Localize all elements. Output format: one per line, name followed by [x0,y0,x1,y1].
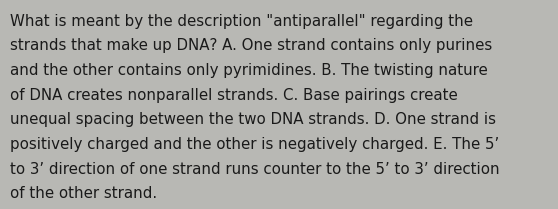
Text: and the other contains only pyrimidines. B. The twisting nature: and the other contains only pyrimidines.… [10,63,488,78]
Text: positively charged and the other is negatively charged. E. The 5’: positively charged and the other is nega… [10,137,499,152]
Text: to 3’ direction of one strand runs counter to the 5’ to 3’ direction: to 3’ direction of one strand runs count… [10,162,499,177]
Text: unequal spacing between the two DNA strands. D. One strand is: unequal spacing between the two DNA stra… [10,112,496,127]
Text: strands that make up DNA? A. One strand contains only purines: strands that make up DNA? A. One strand … [10,38,492,53]
Text: of the other strand.: of the other strand. [10,186,157,201]
Text: of DNA creates nonparallel strands. C. Base pairings create: of DNA creates nonparallel strands. C. B… [10,88,458,103]
Text: What is meant by the description "antiparallel" regarding the: What is meant by the description "antipa… [10,14,473,29]
